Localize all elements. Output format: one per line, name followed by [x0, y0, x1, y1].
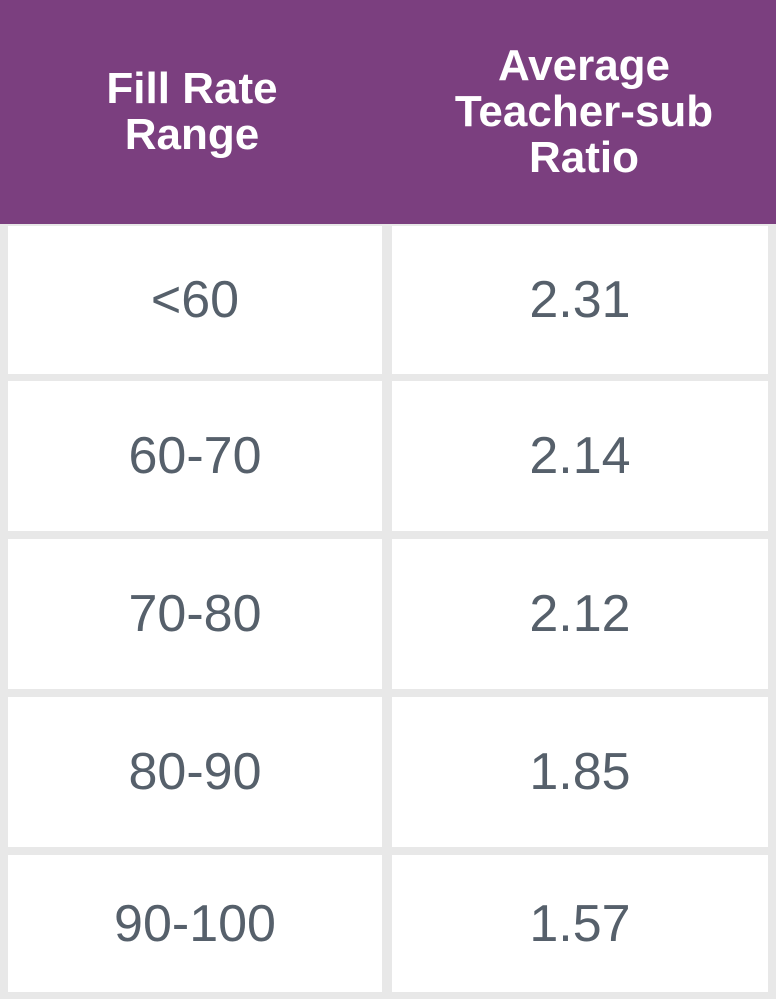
- header-col1-line2: Range: [124, 110, 260, 159]
- header-col2-line3: Ratio: [529, 133, 639, 182]
- fill-rate-cell: 90-100: [8, 855, 382, 992]
- fill-rate-cell: <60: [8, 226, 382, 374]
- header-average-ratio: Average Teacher-sub Ratio: [392, 0, 776, 224]
- header-col2-line1: Average: [497, 41, 671, 90]
- table-row: 60-70 2.14: [0, 381, 776, 531]
- header-col2-line2: Teacher-sub: [454, 87, 714, 136]
- header-fill-rate-range: Fill Rate Range: [0, 0, 384, 224]
- ratio-cell: 1.85: [392, 697, 768, 847]
- ratio-cell: 2.14: [392, 381, 768, 531]
- table-row: 90-100 1.57: [0, 855, 776, 992]
- table-header: Fill Rate Range Average Teacher-sub Rati…: [0, 0, 776, 224]
- table-row: <60 2.31: [0, 226, 776, 374]
- ratio-cell: 2.31: [392, 226, 768, 374]
- fill-rate-cell: 60-70: [8, 381, 382, 531]
- header-col1-line1: Fill Rate: [106, 64, 278, 113]
- fill-rate-cell: 70-80: [8, 539, 382, 689]
- ratio-cell: 2.12: [392, 539, 768, 689]
- ratio-cell: 1.57: [392, 855, 768, 992]
- fill-rate-cell: 80-90: [8, 697, 382, 847]
- table-row: 80-90 1.85: [0, 697, 776, 847]
- table-row: 70-80 2.12: [0, 539, 776, 689]
